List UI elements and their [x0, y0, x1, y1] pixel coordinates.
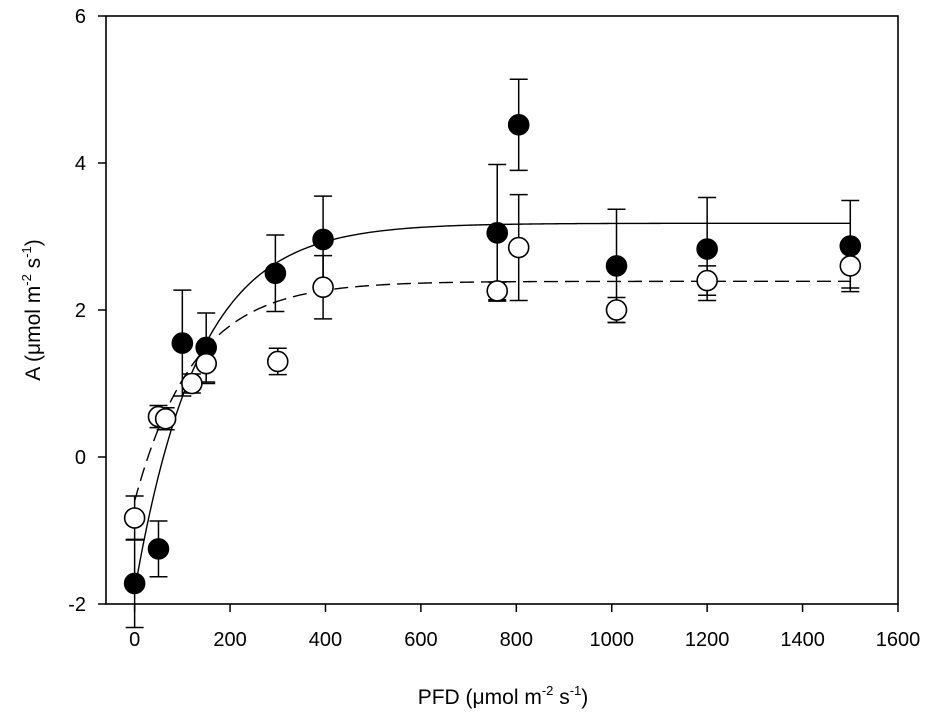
x-tick-label: 1600: [876, 629, 921, 651]
filled-point: [507, 113, 530, 136]
y-tick-label: 6: [75, 6, 86, 28]
x-axis-title: PFD (μmol m-2 s-1): [418, 683, 589, 709]
y-tick-label: 4: [75, 153, 86, 175]
x-tick-label: 800: [500, 629, 533, 651]
y-tick-label: 2: [75, 300, 86, 322]
x-tick-label: 600: [404, 629, 437, 651]
plot-frame: [105, 15, 899, 605]
x-tick-label: 1400: [780, 629, 825, 651]
filled-point: [486, 222, 509, 244]
open-point: [154, 407, 177, 430]
x-tick-label: 1200: [685, 629, 730, 651]
filled-point: [605, 255, 628, 277]
open-point: [839, 255, 862, 277]
axes: 0 200 400 600 800 1000 1200 1400 1600 -2 0 2 4 6: [68, 6, 920, 651]
fit-curves: [133, 222, 851, 591]
filled-point: [839, 235, 862, 257]
filled-point: [147, 538, 170, 560]
x-tick-label: 400: [309, 629, 342, 651]
open-point: [266, 350, 289, 373]
y-tick-label: 0: [75, 447, 86, 469]
filled-point: [264, 262, 287, 285]
open-point: [123, 507, 146, 529]
filled-point: [171, 332, 194, 354]
open-point: [195, 352, 217, 375]
x-tick-label: 200: [213, 629, 246, 651]
filled-point: [123, 572, 146, 595]
y-axis-title: A (μmol m-2 s-1): [19, 239, 45, 380]
data-points: [123, 78, 862, 629]
y-tick-label: -2: [68, 594, 86, 616]
filled-point: [312, 228, 334, 251]
open-point: [486, 280, 509, 302]
x-tick-label: 1000: [589, 629, 634, 651]
open-point: [605, 299, 628, 321]
open-fit-curve: [133, 280, 851, 502]
open-point: [696, 269, 718, 292]
x-tick-label: 0: [129, 629, 140, 651]
filled-fit-curve: [133, 222, 851, 591]
open-point: [181, 372, 203, 395]
open-point: [312, 276, 334, 299]
filled-point: [696, 238, 718, 260]
open-point: [507, 236, 530, 259]
